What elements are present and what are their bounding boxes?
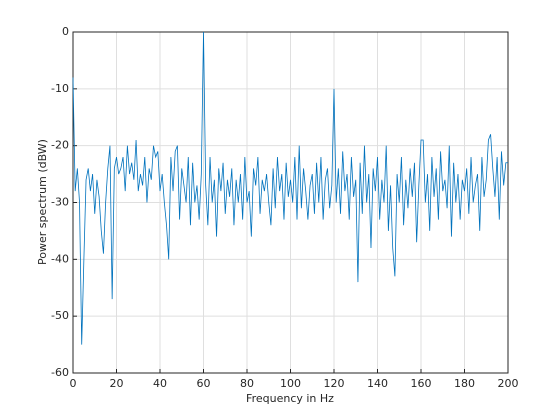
x-tick-label: 40 <box>153 377 167 390</box>
x-tick-label: 120 <box>324 377 345 390</box>
x-tick-label: 100 <box>280 377 301 390</box>
x-axis-label: Frequency in Hz <box>246 392 334 405</box>
y-tick-label: -60 <box>51 366 69 379</box>
y-tick-label: -10 <box>51 82 69 95</box>
data-line <box>72 31 508 345</box>
x-tick-label: 20 <box>110 377 124 390</box>
x-tick-label: 180 <box>454 377 475 390</box>
plot-frame <box>72 31 509 374</box>
y-tick-label: -40 <box>51 252 69 265</box>
x-tick-label: 160 <box>411 377 432 390</box>
y-tick-label: 0 <box>62 25 69 38</box>
y-axis-label: Power spectrum (dBW) <box>36 139 49 265</box>
x-tick-label: 60 <box>197 377 211 390</box>
y-tick-label: -50 <box>51 309 69 322</box>
y-tick-label: -20 <box>51 139 69 152</box>
y-tick-label: -30 <box>51 196 69 209</box>
x-tick-label: 80 <box>240 377 254 390</box>
x-tick-label: 0 <box>70 377 77 390</box>
x-tick-label: 140 <box>367 377 388 390</box>
x-tick-label: 200 <box>498 377 519 390</box>
